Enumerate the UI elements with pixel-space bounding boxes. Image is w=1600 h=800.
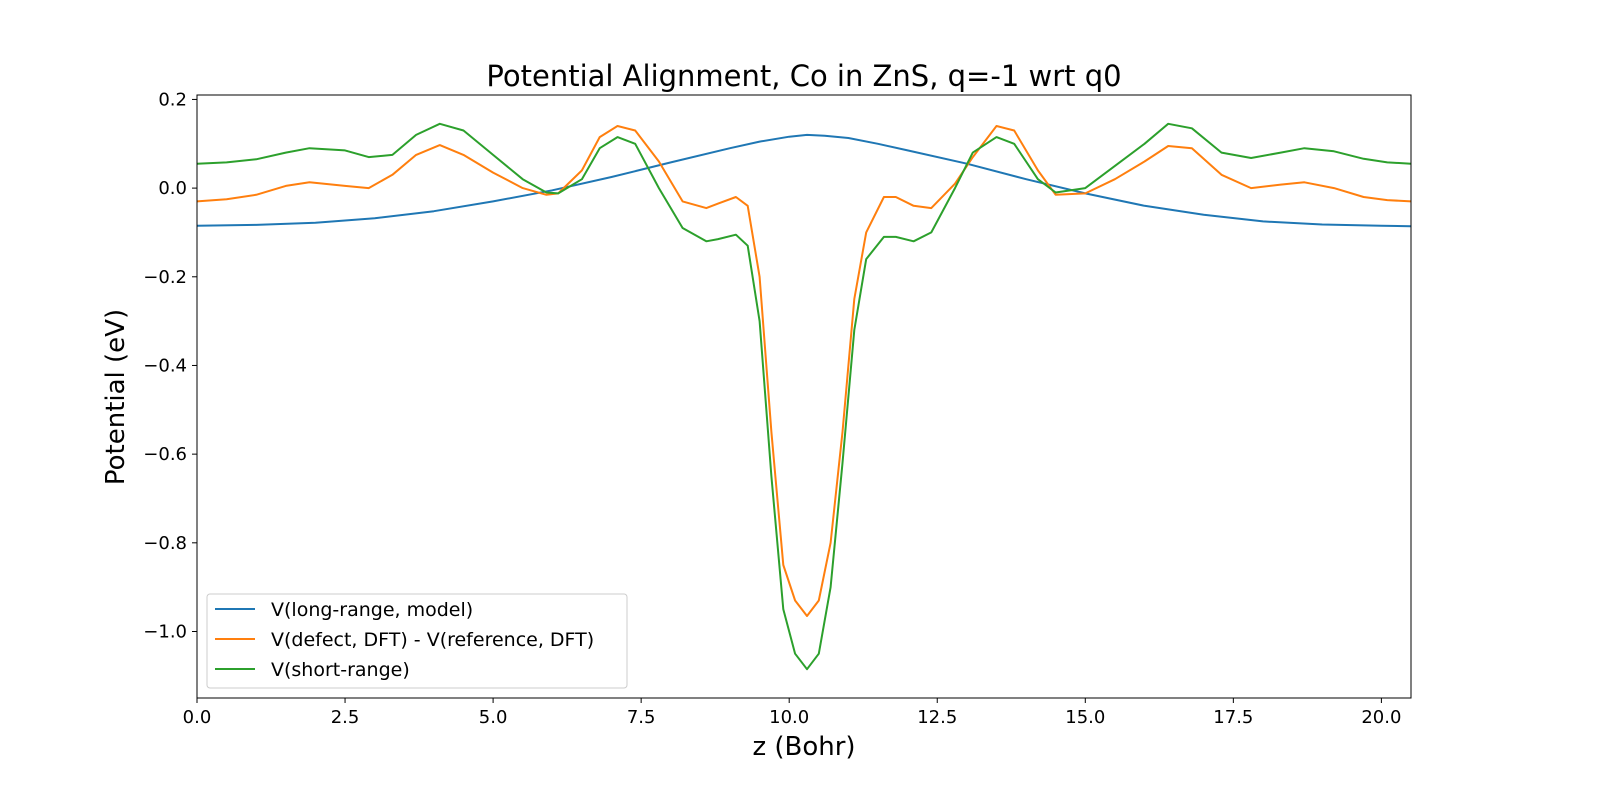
series-line-defect-minus-reference — [196, 125, 1412, 617]
x-tick-label: 10.0 — [769, 707, 809, 728]
y-tick-label: −0.2 — [143, 267, 187, 288]
x-tick-label: 12.5 — [917, 707, 957, 728]
x-tick-label: 5.0 — [479, 707, 508, 728]
x-tick-label: 2.5 — [331, 707, 360, 728]
y-tick-label: −0.4 — [143, 355, 187, 376]
x-tick-label: 0.0 — [183, 707, 212, 728]
y-tick-label: −0.6 — [143, 444, 187, 465]
x-tick-label: 15.0 — [1065, 707, 1105, 728]
plot-frame — [196, 94, 1412, 699]
y-tick-label: −0.8 — [143, 533, 187, 554]
y-tick-label: −1.0 — [143, 621, 187, 642]
x-tick-label: 7.5 — [627, 707, 656, 728]
x-tick-label: 17.5 — [1213, 707, 1253, 728]
x-axis-ticks: 0.0 2.5 5.0 7.5 10.0 12.5 15.0 17.5 20.0 — [183, 698, 1401, 728]
legend-label-short-range: V(short-range) — [271, 659, 410, 681]
x-axis-label: z (Bohr) — [752, 732, 855, 762]
x-tick-label: 20.0 — [1361, 707, 1401, 728]
y-tick-label: 0.2 — [158, 89, 187, 110]
series-line-long-range — [196, 133, 1412, 228]
legend: V(long-range, model) V(defect, DFT) - V(… — [206, 593, 628, 689]
series-line-short-range — [196, 122, 1412, 671]
y-axis-label: Potential (eV) — [101, 309, 131, 485]
legend-label-defect-minus-reference: V(defect, DFT) - V(reference, DFT) — [271, 629, 594, 651]
chart-title: Potential Alignment, Co in ZnS, q=-1 wrt… — [486, 59, 1121, 93]
legend-label-long-range: V(long-range, model) — [271, 599, 473, 621]
series-layer — [196, 122, 1412, 671]
legend-box — [206, 593, 628, 689]
y-tick-label: 0.0 — [158, 178, 187, 199]
y-axis-ticks: 0.2 0.0 −0.2 −0.4 −0.6 −0.8 −1.0 — [143, 89, 197, 642]
